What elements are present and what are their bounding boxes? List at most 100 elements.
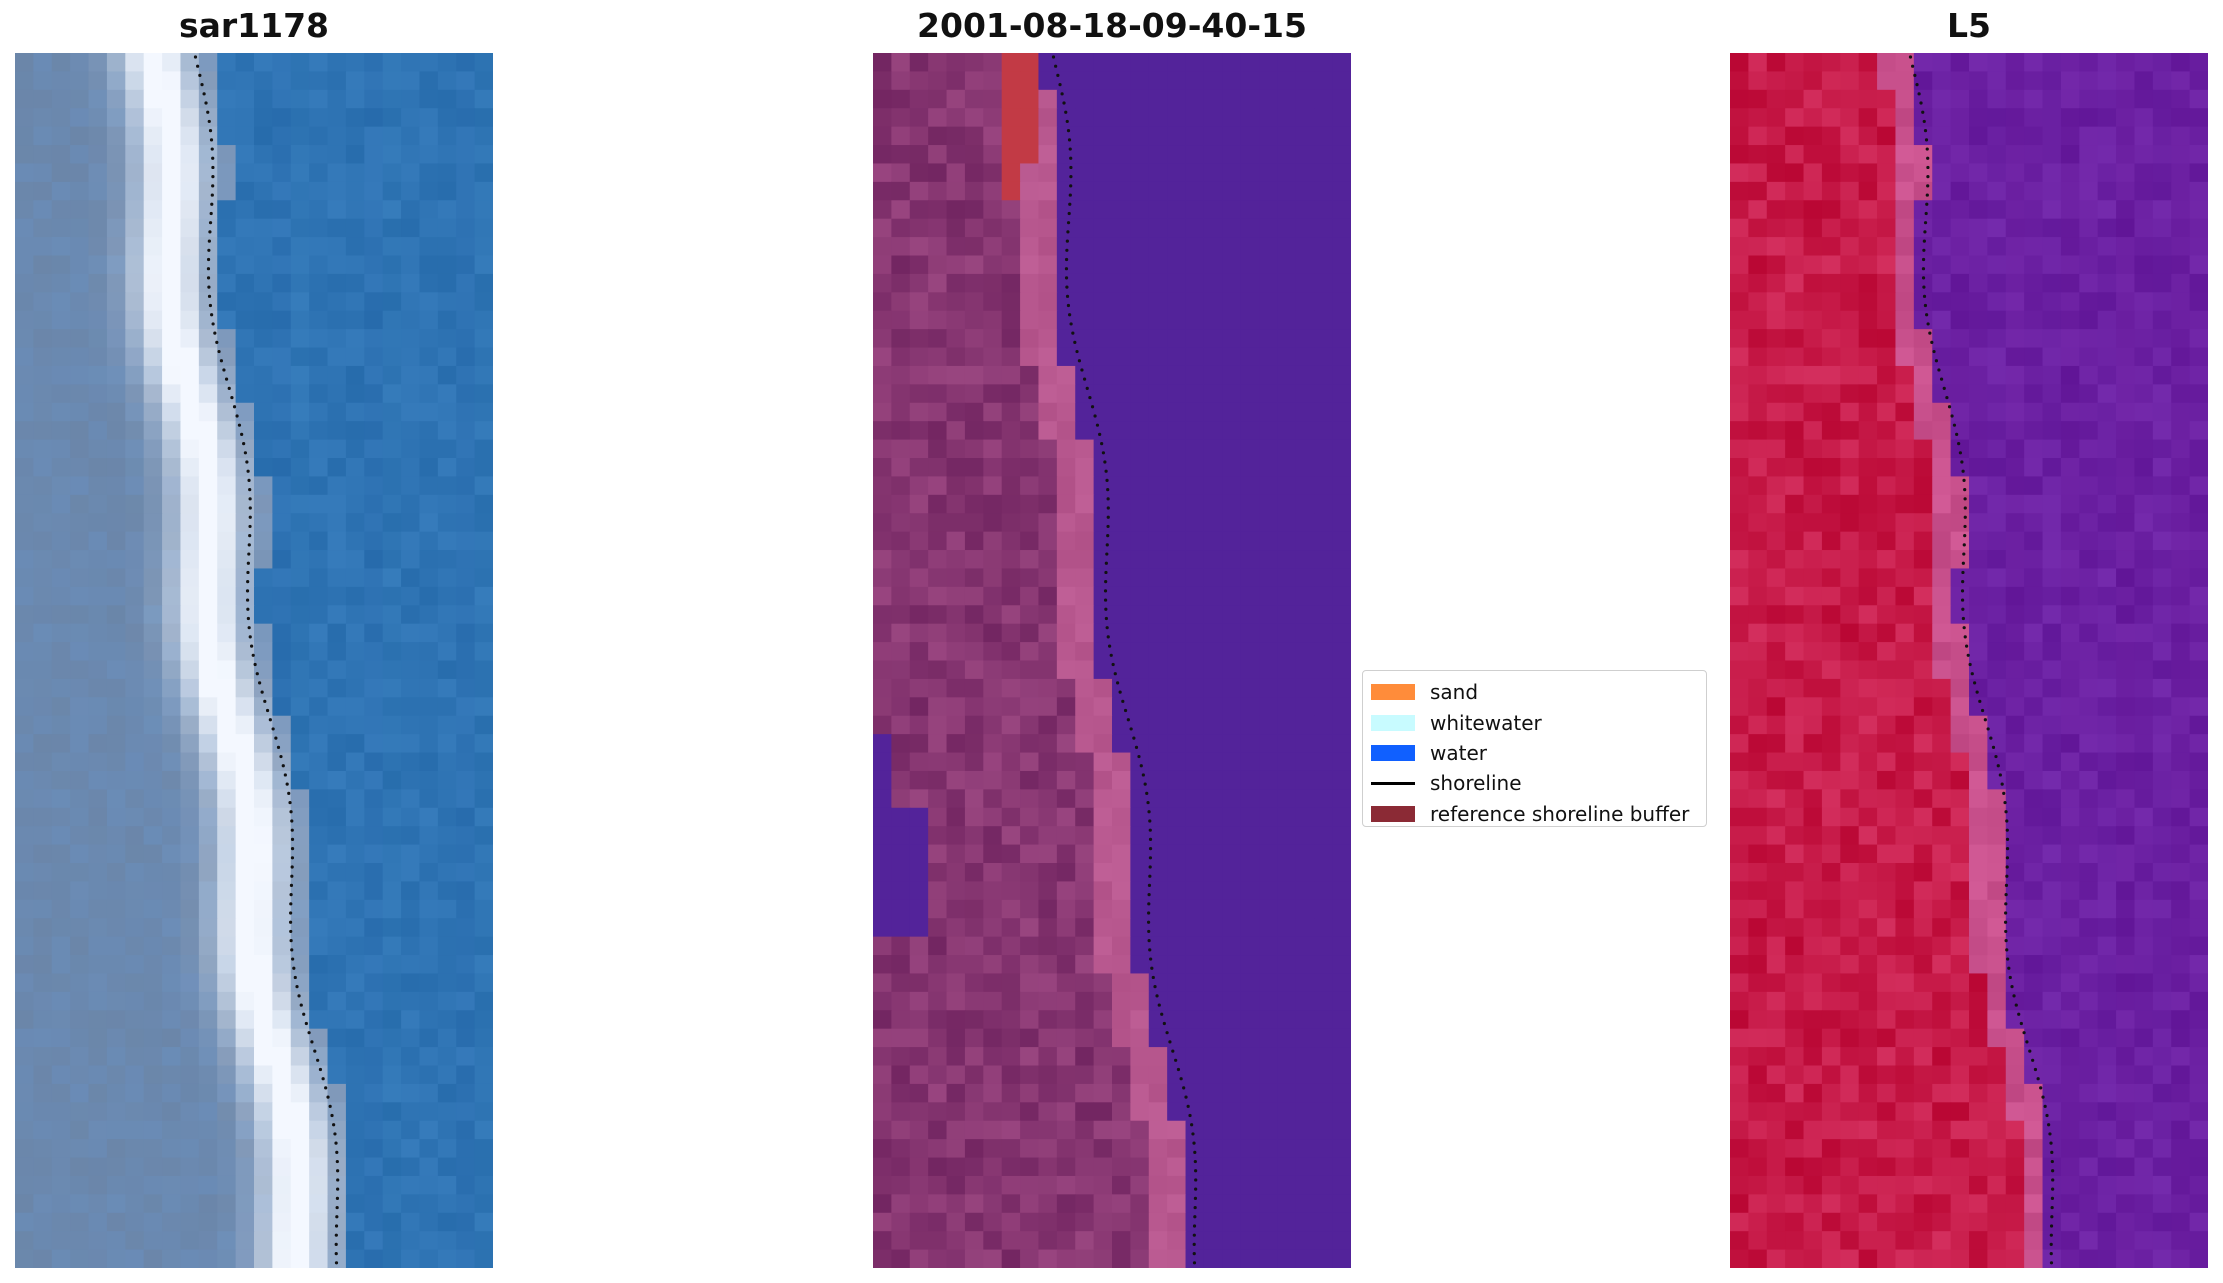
pixel-cell bbox=[909, 237, 929, 257]
pixel-cell bbox=[2024, 476, 2044, 496]
pixel-cell bbox=[1932, 89, 1952, 109]
pixel-cell bbox=[437, 1139, 457, 1159]
pixel-cell bbox=[437, 568, 457, 588]
pixel-cell bbox=[909, 807, 929, 827]
pixel-cell bbox=[125, 899, 145, 919]
pixel-cell bbox=[235, 218, 255, 238]
pixel-cell bbox=[1766, 200, 1786, 220]
pixel-cell bbox=[1314, 1010, 1334, 1030]
pixel-cell bbox=[125, 1047, 145, 1067]
pixel-cell bbox=[1167, 936, 1187, 956]
pixel-cell bbox=[1295, 715, 1315, 735]
pixel-cell bbox=[1001, 402, 1021, 422]
pixel-cell bbox=[2116, 237, 2136, 257]
pixel-cell bbox=[891, 273, 911, 293]
pixel-cell bbox=[2116, 826, 2136, 846]
pixel-cell bbox=[2171, 163, 2191, 183]
pixel-cell bbox=[1001, 1249, 1021, 1268]
pixel-cell bbox=[1056, 807, 1076, 827]
pixel-cell bbox=[235, 513, 255, 533]
pixel-cell bbox=[2116, 402, 2136, 422]
pixel-cell bbox=[1038, 807, 1058, 827]
pixel-cell bbox=[1240, 623, 1260, 643]
pixel-cell bbox=[1222, 1065, 1242, 1085]
pixel-cell bbox=[1314, 218, 1334, 238]
pixel-cell bbox=[1987, 402, 2007, 422]
pixel-cell bbox=[382, 586, 402, 606]
pixel-cell bbox=[1332, 421, 1351, 441]
pixel-cell bbox=[235, 347, 255, 367]
shoreline-point bbox=[1108, 644, 1112, 648]
pixel-cell bbox=[1969, 329, 1988, 349]
pixel-cell bbox=[1314, 89, 1334, 109]
pixel-cell bbox=[1001, 623, 1021, 643]
pixel-cell bbox=[1785, 752, 1805, 772]
pixel-cell bbox=[1056, 71, 1076, 91]
pixel-cell bbox=[1203, 1139, 1223, 1159]
pixel-cell bbox=[180, 1083, 200, 1103]
pixel-cell bbox=[437, 71, 457, 91]
shoreline-point bbox=[248, 635, 252, 639]
pixel-cell bbox=[217, 237, 237, 257]
pixel-cell bbox=[1314, 292, 1334, 312]
pixel-cell bbox=[401, 1249, 421, 1268]
pixel-cell bbox=[1020, 991, 1040, 1011]
pixel-cell bbox=[1803, 715, 1823, 735]
shoreline-point bbox=[1064, 110, 1068, 114]
pixel-cell bbox=[1259, 770, 1279, 790]
pixel-cell bbox=[106, 605, 126, 625]
pixel-cell bbox=[1075, 863, 1095, 883]
pixel-cell bbox=[162, 586, 182, 606]
pixel-cell bbox=[15, 273, 34, 293]
pixel-cell bbox=[2042, 531, 2062, 551]
pixel-cell bbox=[1314, 1139, 1334, 1159]
pixel-cell bbox=[2097, 200, 2117, 220]
pixel-cell bbox=[33, 53, 53, 73]
pixel-cell bbox=[1766, 918, 1786, 938]
pixel-cell bbox=[125, 513, 145, 533]
pixel-cell bbox=[180, 550, 200, 570]
pixel-cell bbox=[2171, 329, 2191, 349]
pixel-cell bbox=[946, 53, 966, 73]
pixel-cell bbox=[15, 715, 34, 735]
pixel-cell bbox=[1203, 476, 1223, 496]
pixel-cell bbox=[1932, 439, 1952, 459]
pixel-cell bbox=[1295, 365, 1315, 385]
pixel-cell bbox=[1075, 1010, 1095, 1030]
pixel-cell bbox=[474, 918, 493, 938]
pixel-cell bbox=[1240, 605, 1260, 625]
pixel-cell bbox=[2097, 642, 2117, 662]
pixel-cell bbox=[891, 1065, 911, 1085]
pixel-cell bbox=[1314, 458, 1334, 478]
classified-image bbox=[873, 53, 1351, 1268]
pixel-cell bbox=[928, 476, 948, 496]
pixel-cell bbox=[2171, 660, 2191, 680]
pixel-cell bbox=[1056, 991, 1076, 1011]
pixel-cell bbox=[1185, 991, 1205, 1011]
pixel-cell bbox=[2189, 789, 2208, 809]
pixel-cell bbox=[1821, 789, 1841, 809]
pixel-cell bbox=[1332, 292, 1351, 312]
pixel-cell bbox=[1203, 881, 1223, 901]
pixel-cell bbox=[180, 71, 200, 91]
shoreline-point bbox=[1066, 129, 1071, 133]
pixel-cell bbox=[2134, 181, 2154, 201]
shoreline-point bbox=[1151, 975, 1155, 980]
pixel-cell bbox=[1148, 218, 1168, 238]
pixel-cell bbox=[51, 605, 71, 625]
pixel-cell bbox=[419, 605, 439, 625]
pixel-cell bbox=[2079, 53, 2099, 73]
pixel-cell bbox=[33, 936, 53, 956]
pixel-cell bbox=[456, 881, 476, 901]
pixel-cell bbox=[327, 918, 347, 938]
pixel-cell bbox=[1240, 752, 1260, 772]
pixel-cell bbox=[235, 439, 255, 459]
pixel-cell bbox=[70, 108, 90, 128]
pixel-cell bbox=[1112, 1212, 1131, 1232]
pixel-cell bbox=[51, 458, 71, 478]
pixel-cell bbox=[1203, 642, 1223, 662]
pixel-cell bbox=[309, 605, 329, 625]
pixel-cell bbox=[1332, 955, 1351, 975]
pixel-cell bbox=[33, 163, 53, 183]
pixel-cell bbox=[1185, 513, 1205, 533]
